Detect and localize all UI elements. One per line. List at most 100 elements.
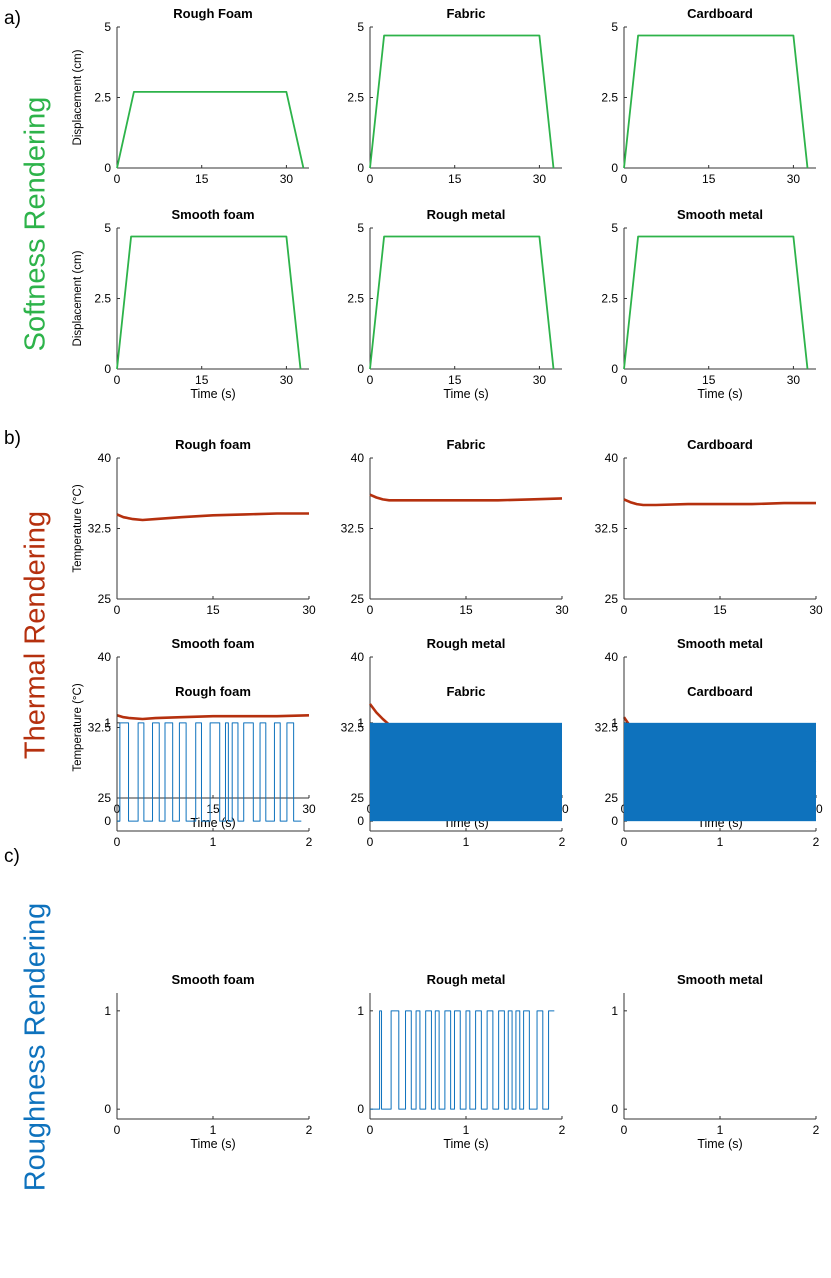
subplot-title: Fabric (446, 437, 485, 452)
x-tick-label: 0 (114, 835, 121, 849)
x-tick-label: 0 (367, 603, 374, 617)
subplot-title: Smooth foam (171, 972, 254, 987)
y-tick-label: 2.5 (94, 292, 111, 306)
y-tick-label: 0 (357, 1102, 364, 1116)
x-tick-label: 30 (280, 172, 294, 186)
y-tick-label: 40 (605, 650, 619, 664)
subplot: Rough foam 0 1 2 0 1 (104, 684, 312, 849)
y-tick-label: 32.5 (341, 522, 365, 536)
y-tick-label: 0 (357, 161, 364, 175)
x-tick-label: 2 (559, 1123, 566, 1137)
y-tick-label: 40 (98, 451, 112, 465)
y-tick-label: 2.5 (601, 91, 618, 105)
y-tick-label: 0 (611, 362, 618, 376)
x-axis-label: Time (s) (697, 1137, 742, 1151)
y-tick-label: 2.5 (347, 292, 364, 306)
y-axis-label: Displacement (cm) (72, 250, 84, 346)
y-tick-label: 1 (357, 716, 364, 730)
x-tick-label: 30 (533, 373, 547, 387)
subplot: Rough metal 0 15 30 0 2.5 5 Time (s) (347, 207, 562, 401)
subplot-title: Rough metal (427, 636, 506, 651)
y-axis-label: Temperature (°C) (72, 484, 84, 572)
subplot: Smooth foam 0 15 30 25 32.5 40 Time (s) Temperat… (72, 636, 316, 830)
x-tick-label: 1 (717, 835, 724, 849)
subplot-title: Rough Foam (173, 6, 252, 21)
x-axis-label: Time (s) (190, 1137, 235, 1151)
y-tick-label: 1 (357, 1004, 364, 1018)
subplot: Cardboard 0 15 30 25 32.5 40 (595, 437, 823, 617)
y-tick-label: 25 (605, 791, 619, 805)
subplot-title: Smooth metal (677, 636, 763, 651)
x-tick-label: 0 (367, 373, 374, 387)
subplot-title: Rough foam (175, 437, 251, 452)
subplot: Smooth foam 0 15 30 0 2.5 5 Time (s) Displacemen… (72, 207, 309, 401)
x-tick-label: 2 (813, 1123, 820, 1137)
series-line (117, 722, 302, 822)
y-tick-label: 5 (104, 20, 111, 34)
y-tick-label: 25 (351, 592, 365, 606)
x-tick-label: 30 (302, 802, 316, 816)
y-tick-label: 40 (351, 451, 365, 465)
y-tick-label: 2.5 (347, 91, 364, 105)
y-tick-label: 25 (351, 791, 365, 805)
x-tick-label: 1 (210, 835, 217, 849)
x-tick-label: 0 (114, 603, 121, 617)
subplot-title: Cardboard (687, 684, 753, 699)
series-line (116, 91, 305, 169)
x-tick-label: 1 (463, 1123, 470, 1137)
y-tick-label: 25 (98, 592, 112, 606)
subplot: Cardboard 0 1 2 0 1 (611, 684, 819, 849)
x-tick-label: 1 (717, 1123, 724, 1137)
x-tick-label: 0 (367, 172, 374, 186)
subplot-title: Fabric (446, 684, 485, 699)
series-line (116, 714, 310, 721)
x-tick-label: 2 (813, 835, 820, 849)
y-tick-label: 32.5 (595, 721, 619, 735)
panel-letter: a) (4, 8, 21, 29)
y-tick-label: 1 (611, 716, 618, 730)
series-line (116, 235, 302, 370)
series-line (369, 34, 555, 169)
series-line (369, 235, 555, 370)
y-tick-label: 1 (611, 1004, 618, 1018)
y-tick-label: 0 (104, 1102, 111, 1116)
x-tick-label: 30 (555, 603, 569, 617)
x-tick-label: 0 (621, 1123, 628, 1137)
series-line (116, 512, 309, 522)
subplot-title: Cardboard (687, 6, 753, 21)
x-tick-label: 15 (448, 373, 462, 387)
x-tick-label: 30 (787, 373, 801, 387)
subplot: Smooth metal 0 15 30 0 2.5 5 Time (s) (601, 207, 816, 401)
x-tick-label: 30 (809, 603, 823, 617)
subplot-title: Rough metal (427, 207, 506, 222)
y-tick-label: 0 (104, 362, 111, 376)
y-tick-label: 5 (357, 20, 364, 34)
x-axis-label: Time (s) (190, 816, 235, 830)
subplot-title: Smooth metal (677, 972, 763, 987)
x-tick-label: 15 (195, 172, 209, 186)
y-tick-label: 2.5 (94, 91, 111, 105)
subplot-title: Smooth metal (677, 207, 763, 222)
x-axis-label: Time (s) (443, 1137, 488, 1151)
subplot: Fabric 0 15 30 25 32.5 40 (341, 437, 569, 617)
series-line (369, 493, 563, 502)
y-tick-label: 1 (104, 716, 111, 730)
x-tick-label: 1 (463, 835, 470, 849)
y-tick-label: 40 (351, 650, 365, 664)
y-tick-label: 25 (98, 791, 112, 805)
x-tick-label: 15 (702, 172, 716, 186)
y-tick-label: 0 (104, 161, 111, 175)
x-tick-label: 0 (114, 1123, 121, 1137)
y-tick-label: 40 (605, 451, 619, 465)
y-tick-label: 25 (605, 592, 619, 606)
dense-signal-area (370, 722, 562, 822)
subplot-title: Cardboard (687, 437, 753, 452)
x-tick-label: 15 (448, 172, 462, 186)
x-tick-label: 30 (280, 373, 294, 387)
x-tick-label: 15 (206, 603, 220, 617)
y-tick-label: 1 (104, 1004, 111, 1018)
y-tick-label: 32.5 (341, 721, 365, 735)
